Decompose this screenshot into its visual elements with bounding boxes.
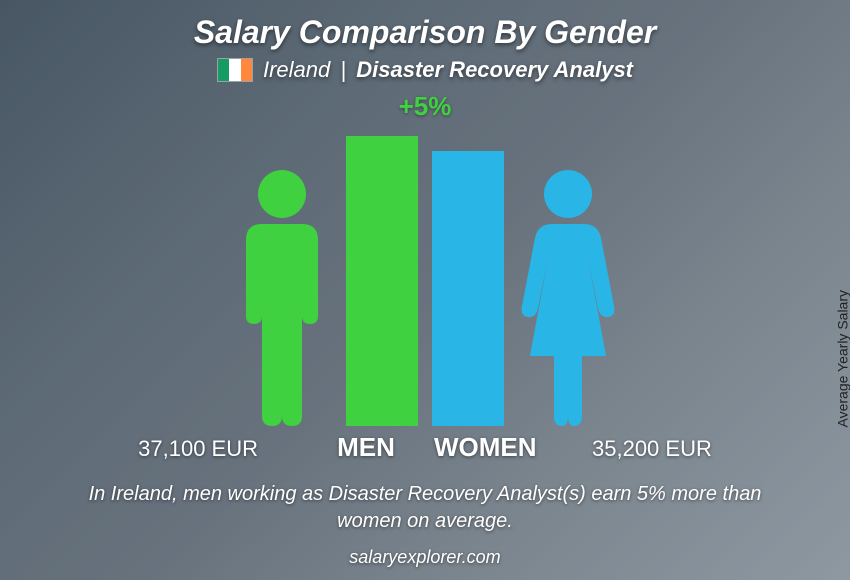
flag-stripe-1	[218, 59, 229, 81]
labels-row: 37,100 EUR MEN WOMEN 35,200 EUR	[0, 432, 850, 463]
chart-area	[232, 126, 618, 426]
infographic-container: Salary Comparison By Gender Ireland | Di…	[0, 0, 850, 580]
ireland-flag-icon	[217, 58, 253, 82]
footer-attribution: salaryexplorer.com	[0, 547, 850, 568]
page-title: Salary Comparison By Gender	[194, 14, 656, 51]
men-label: MEN	[316, 432, 416, 463]
male-figure-icon	[232, 166, 332, 426]
female-figure-wrap	[518, 126, 618, 426]
women-bar	[432, 151, 504, 426]
country-label: Ireland	[263, 57, 330, 82]
content-area: Salary Comparison By Gender Ireland | Di…	[0, 0, 850, 580]
women-label: WOMEN	[434, 432, 534, 463]
separator: |	[340, 57, 346, 82]
job-title-label: Disaster Recovery Analyst	[356, 57, 633, 82]
men-salary-value: 37,100 EUR	[78, 436, 258, 462]
subtitle: Ireland | Disaster Recovery Analyst	[263, 57, 633, 83]
male-figure-wrap	[232, 126, 332, 426]
summary-text: In Ireland, men working as Disaster Reco…	[55, 481, 795, 535]
female-figure-icon	[518, 166, 618, 426]
subtitle-row: Ireland | Disaster Recovery Analyst	[217, 57, 633, 83]
women-salary-value: 35,200 EUR	[592, 436, 772, 462]
men-bar	[346, 136, 418, 426]
flag-stripe-3	[241, 59, 252, 81]
flag-stripe-2	[229, 59, 240, 81]
delta-label: +5%	[399, 91, 452, 122]
